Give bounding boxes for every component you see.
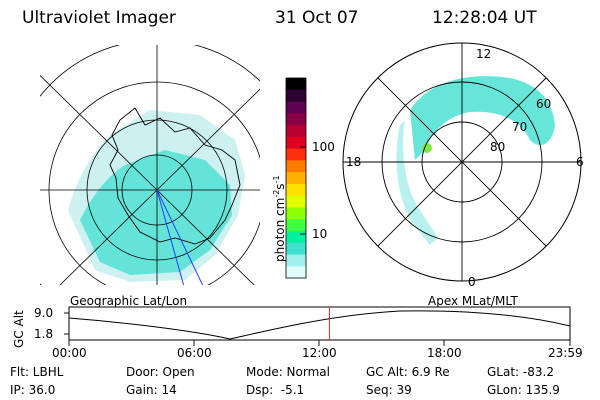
- lat-label-80: 80: [490, 140, 506, 154]
- colorbar: [286, 78, 306, 279]
- altitude-xtick-2: 12:00: [302, 346, 337, 360]
- mlt-label-0: 0: [468, 275, 476, 289]
- colorbar-segment: [286, 160, 306, 173]
- colorbar-segment: [286, 172, 306, 185]
- colorbar-segment: [286, 78, 306, 91]
- colorbar-segment: [286, 207, 306, 220]
- status-filter: Flt: LBHL: [10, 365, 64, 379]
- status-gc-alt: GC Alt: 6.9 Re: [366, 365, 450, 379]
- status-ip: IP: 36.0: [10, 383, 56, 397]
- colorbar-segment: [286, 125, 306, 138]
- geo-map-content: [40, 45, 260, 285]
- status-mode: Mode: Normal: [246, 365, 330, 379]
- colorbar-segment: [286, 242, 306, 255]
- colorbar-segment: [286, 113, 306, 126]
- status-seq: Seq: 39: [366, 383, 412, 397]
- colorbar-segment: [286, 195, 306, 208]
- altitude-curve: [68, 310, 571, 340]
- colorbar-segment: [286, 148, 306, 161]
- lat-label-60: 60: [536, 97, 552, 111]
- altitude-ylabel: GC Alt: [12, 310, 26, 348]
- status-dsp: Dsp: -5.1: [246, 383, 305, 397]
- colorbar-segment: [286, 101, 306, 114]
- colorbar-segment: [286, 254, 306, 267]
- colorbar-segment: [286, 136, 306, 150]
- colorbar-unit-label: photon cm-2s-1: [272, 175, 287, 262]
- time-label: 12:28:04 UT: [432, 8, 537, 28]
- mlt-label-6: 6: [576, 155, 584, 169]
- colorbar-segment: [286, 89, 306, 103]
- status-glon: GLon: 135.9: [487, 383, 560, 397]
- colorbar-segment: [286, 266, 306, 279]
- colorbar-tick-100: 100: [312, 140, 335, 154]
- colorbar-segment: [286, 219, 306, 232]
- magnetic-polar-plot: [342, 42, 582, 282]
- lat-label-70: 70: [512, 120, 528, 134]
- altitude-plot: [64, 306, 571, 346]
- colorbar-segment: [286, 183, 306, 197]
- date-label: 31 Oct 07: [275, 8, 359, 28]
- mag-panel-label: Apex MLat/MLT: [428, 294, 518, 308]
- altitude-ytick-top: 9.0: [34, 306, 54, 320]
- antarctica-outline: [109, 107, 241, 245]
- colorbar-tick-10: 10: [312, 227, 328, 241]
- altitude-xtick-0: 00:00: [52, 346, 87, 360]
- geo-panel-label: Geographic Lat/Lon: [70, 294, 188, 308]
- status-glat: GLat: -83.2: [487, 365, 554, 379]
- instrument-title: Ultraviolet Imager: [22, 8, 176, 28]
- altitude-xtick-3: 18:00: [427, 346, 462, 360]
- altitude-ytick-bottom: 1.8: [34, 327, 54, 341]
- mlt-label-12: 12: [476, 47, 492, 61]
- colorbar-segment: [286, 230, 306, 244]
- status-door: Door: Open: [126, 365, 195, 379]
- altitude-xtick-1: 06:00: [177, 346, 212, 360]
- altitude-xtick-4: 23:59: [548, 346, 583, 360]
- mlt-label-18: 18: [346, 155, 362, 169]
- status-gain: Gain: 14: [126, 383, 177, 397]
